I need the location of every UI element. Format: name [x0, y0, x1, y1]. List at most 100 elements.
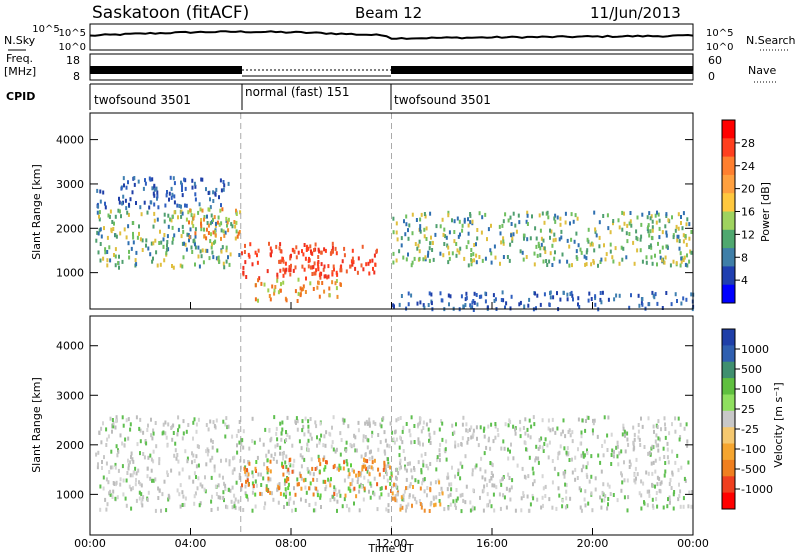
data-cell: [303, 243, 306, 247]
data-cell: [402, 449, 405, 453]
data-cell: [151, 478, 153, 483]
data-cell: [658, 476, 661, 481]
data-cell: [407, 236, 410, 241]
data-cell: [616, 498, 619, 503]
data-cell: [323, 434, 326, 439]
data-cell: [590, 262, 593, 267]
data-cell: [125, 418, 128, 423]
data-cell: [344, 493, 347, 498]
data-cell: [324, 248, 327, 253]
freq-label: Freq.: [6, 52, 33, 65]
data-cell: [132, 459, 135, 464]
data-cell: [674, 416, 677, 421]
data-cell: [342, 420, 345, 425]
data-cell: [220, 188, 223, 193]
data-cell: [637, 423, 640, 427]
data-cell: [490, 223, 492, 228]
data-cell: [568, 263, 571, 268]
data-cell: [167, 247, 170, 252]
data-cell: [132, 240, 135, 245]
data-cell: [225, 248, 228, 253]
data-cell: [494, 435, 497, 440]
data-cell: [263, 462, 266, 467]
data-cell: [574, 477, 577, 482]
data-cell: [384, 485, 387, 490]
data-cell: [508, 476, 511, 480]
data-cell: [468, 427, 471, 432]
data-cell: [216, 220, 219, 225]
data-cell: [470, 248, 473, 252]
data-cell: [238, 440, 241, 445]
data-cell: [448, 251, 451, 256]
data-cell: [368, 417, 371, 422]
data-cell: [251, 470, 254, 475]
data-cell: [561, 498, 564, 503]
data-cell: [605, 252, 608, 257]
data-cell: [408, 493, 411, 498]
data-cell: [628, 459, 631, 464]
data-cell: [587, 298, 590, 303]
data-cell: [682, 258, 685, 262]
data-cell: [383, 430, 386, 435]
data-cell: [439, 442, 442, 447]
data-cell: [551, 480, 554, 485]
data-cell: [336, 294, 339, 299]
data-cell: [471, 434, 474, 439]
data-cell: [580, 508, 583, 513]
data-cell: [514, 431, 517, 436]
data-cell: [546, 210, 549, 215]
data-cell: [457, 468, 460, 473]
data-cell: [181, 188, 183, 192]
data-cell: [483, 484, 486, 489]
data-cell: [135, 415, 138, 420]
data-cell: [192, 420, 195, 425]
data-cell: [384, 451, 387, 456]
data-cell: [539, 228, 542, 233]
data-cell: [373, 476, 376, 481]
data-cell: [408, 223, 411, 228]
data-cell: [221, 207, 224, 212]
data-cell: [490, 471, 493, 475]
data-cell: [294, 507, 297, 512]
data-cell: [687, 460, 690, 465]
data-cell: [238, 506, 241, 511]
data-cell: [392, 260, 395, 265]
data-cell: [484, 469, 487, 474]
data-cell: [648, 493, 651, 498]
data-cell: [358, 484, 361, 489]
data-cell: [575, 249, 578, 254]
data-cell: [227, 255, 229, 260]
data-cell: [304, 485, 307, 490]
data-cell: [678, 494, 681, 498]
data-cell: [257, 248, 260, 253]
data-cell: [133, 182, 136, 187]
data-cell: [668, 431, 671, 436]
data-cell: [494, 424, 497, 429]
data-cell: [118, 200, 121, 205]
data-cell: [451, 251, 454, 256]
data-cell: [401, 429, 404, 434]
data-cell: [650, 255, 653, 260]
nsearch-label: N.Search: [746, 34, 796, 47]
data-cell: [117, 261, 120, 266]
data-cell: [95, 452, 98, 457]
data-cell: [439, 224, 442, 229]
data-cell: [235, 208, 237, 213]
data-cell: [665, 233, 668, 238]
data-cell: [447, 213, 450, 218]
data-cell: [490, 251, 493, 256]
data-cell: [686, 439, 689, 444]
data-cell: [257, 278, 260, 283]
data-cell: [246, 468, 248, 473]
data-cell: [348, 472, 351, 477]
data-cell: [320, 433, 323, 438]
data-cell: [569, 496, 572, 501]
data-cell: [285, 438, 288, 442]
data-cell: [192, 239, 195, 244]
data-cell: [369, 495, 372, 500]
data-cell: [309, 244, 312, 249]
data-cell: [687, 504, 690, 509]
data-cell: [133, 176, 136, 180]
data-cell: [417, 437, 420, 442]
data-cell: [657, 212, 660, 217]
